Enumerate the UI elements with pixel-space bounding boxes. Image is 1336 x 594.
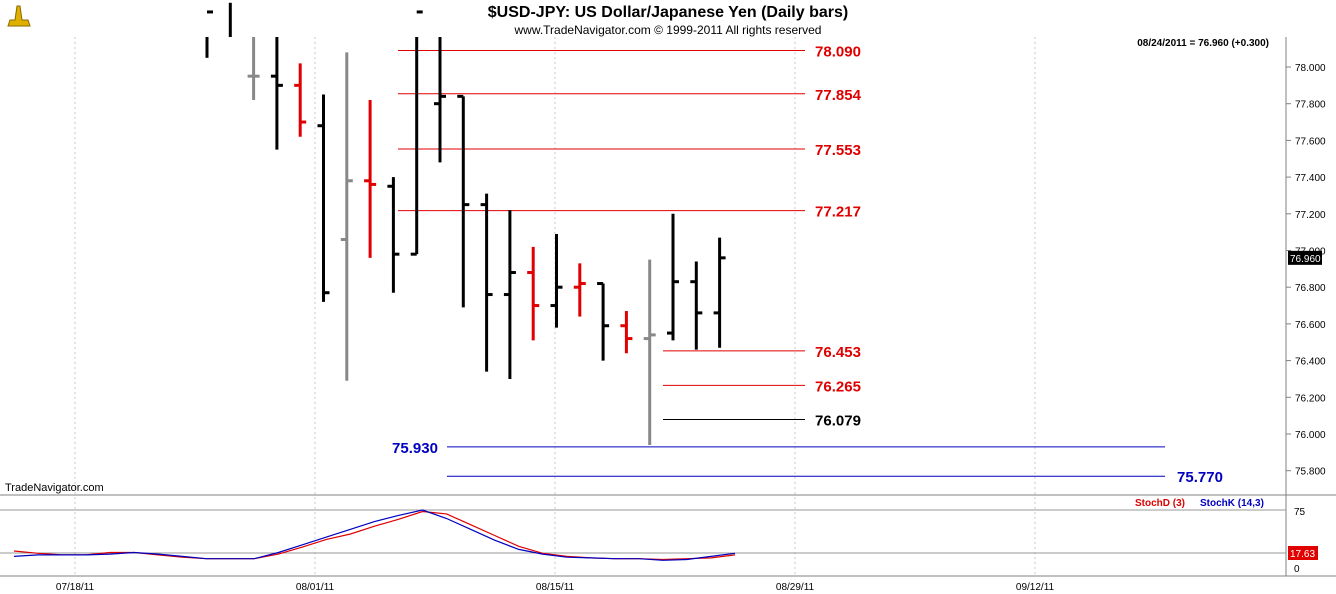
level-label: 78.090 [815, 43, 861, 60]
price-tick-label: 76.600 [1295, 320, 1326, 331]
last-price-label: 76.960 [1290, 254, 1321, 265]
level-label: 75.930 [392, 440, 438, 457]
date-axis: 07/18/11 08/01/11 08/15/11 08/29/11 09/12/11 [56, 582, 1055, 593]
legend-stochd: StochD (3) [1135, 498, 1185, 509]
stochastic-panel: StochD (3) StochK (14,3) 75 0 17.63 [0, 498, 1318, 575]
level-label: 75.770 [1177, 469, 1223, 486]
price-tick-label: 76.400 [1295, 357, 1326, 368]
date-tick-label: 08/29/11 [776, 582, 815, 593]
price-tick-label: 75.800 [1295, 467, 1326, 478]
price-tick-label: 76.000 [1295, 430, 1326, 441]
price-panel: 78.090 77.854 77.553 77.217 76.453 76.265 76.0… [74, 2, 1326, 576]
legend-stochk: StochK (14,3) [1200, 498, 1264, 509]
level-label: 77.553 [815, 142, 861, 159]
price-tick-label: 77.800 [1295, 100, 1326, 111]
date-tick-label: 07/18/11 [56, 582, 95, 593]
date-tick-label: 08/15/11 [536, 582, 575, 593]
stoch-last-value: 17.63 [1290, 549, 1315, 560]
date-tick-label: 09/12/11 [1016, 582, 1055, 593]
level-label: 76.079 [815, 413, 861, 430]
stoch-last-value-box [1288, 546, 1318, 560]
price-tick-label: 77.200 [1295, 210, 1326, 221]
level-label: 76.453 [815, 344, 861, 361]
price-tick-label: 78.000 [1295, 63, 1326, 74]
quote-readout: 08/24/2011 = 76.960 (+0.300) [1137, 38, 1269, 49]
price-tick-label: 76.200 [1295, 393, 1326, 404]
price-tick-label: 76.800 [1295, 283, 1326, 294]
chart-title: $USD-JPY: US Dollar/Japanese Yen (Daily … [488, 4, 848, 21]
stoch-series-line [13, 510, 736, 561]
watermark: TradeNavigator.com [5, 482, 104, 494]
date-tick-label: 08/01/11 [296, 582, 335, 593]
stoch-tick-75: 75 [1294, 507, 1306, 518]
trade-navigator-logo [5, 3, 31, 29]
copyright-text: www.TradeNavigator.com © 1999-2011 All r… [514, 23, 822, 37]
level-label: 77.854 [815, 87, 862, 104]
level-label: 77.217 [815, 204, 861, 221]
stoch-series-line [13, 509, 736, 561]
last-price-box [1288, 250, 1322, 265]
level-label: 76.265 [815, 378, 861, 395]
price-tick-label: 77.400 [1295, 173, 1326, 184]
stoch-tick-0: 0 [1294, 564, 1300, 575]
price-tick-label: 77.600 [1295, 136, 1326, 147]
